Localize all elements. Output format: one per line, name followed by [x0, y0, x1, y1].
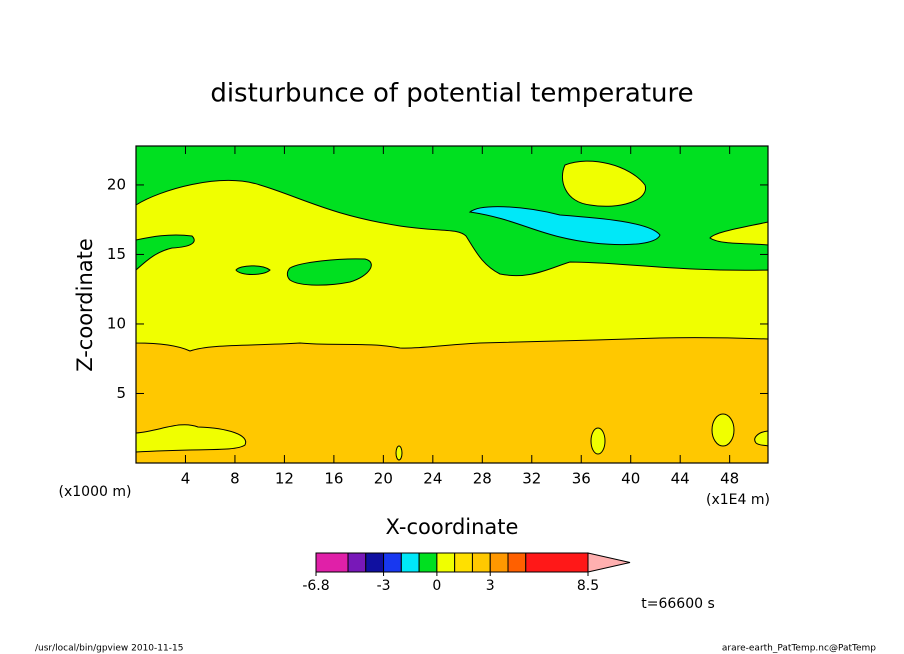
contour-region	[135, 424, 247, 453]
y-tick-label: 15	[107, 245, 126, 263]
x-axis-label: X-coordinate	[386, 515, 519, 539]
chart-title: disturbunce of potential temperature	[210, 79, 693, 109]
colorbar-segment	[489, 552, 509, 573]
contour-region	[395, 445, 403, 461]
colorbar-segment	[471, 552, 491, 573]
colorbar-tick-label: 8.5	[577, 578, 599, 594]
colorbar-segment	[507, 552, 527, 573]
colorbar-segment	[315, 552, 349, 573]
colorbar-segment	[400, 552, 420, 573]
colorbar-segment	[454, 552, 473, 573]
contour-region	[709, 221, 769, 246]
y-tick-label: 5	[116, 384, 126, 402]
plot-frame	[135, 145, 769, 464]
contour-region	[286, 258, 372, 286]
time-label: t=66600 s	[641, 596, 715, 612]
x-tick-label: 8	[230, 470, 240, 488]
x-tick-label: 32	[522, 470, 541, 488]
contour-region	[135, 234, 195, 272]
x-tick-label: 40	[621, 470, 640, 488]
colorbar-segment	[436, 552, 456, 573]
x-tick-label: 20	[374, 470, 393, 488]
contour-region	[711, 413, 735, 447]
x-tick-label: 12	[275, 470, 294, 488]
contour-region	[561, 160, 646, 207]
colorbar-segment	[525, 552, 589, 573]
colorbar-tick-label: -6.8	[302, 578, 329, 594]
footer-left: /usr/local/bin/gpview 2010-11-15	[35, 644, 183, 654]
x-tick-label: 16	[324, 470, 343, 488]
x-tick-label: 24	[423, 470, 442, 488]
x-tick-label: 48	[720, 470, 739, 488]
contour-region	[235, 265, 271, 275]
colorbar-segment	[383, 552, 402, 573]
x-unit-left: (x1000 m)	[59, 484, 132, 500]
colorbar-segment	[347, 552, 367, 573]
contour-region	[468, 206, 661, 246]
contour-region	[590, 427, 606, 455]
colorbar-tick-label: 0	[432, 578, 441, 594]
y-axis-label: Z-coordinate	[73, 238, 97, 372]
colorbar-segment	[365, 552, 385, 573]
x-unit-right: (x1E4 m)	[706, 492, 770, 508]
y-tick-label: 20	[107, 175, 126, 193]
colorbar-extend	[587, 552, 631, 573]
contour-field	[135, 145, 769, 464]
colorbar-tick-label: 3	[486, 578, 495, 594]
x-tick-label: 28	[473, 470, 492, 488]
contour-region	[754, 430, 769, 447]
colorbar-segment	[418, 552, 438, 573]
x-tick-label: 4	[181, 470, 191, 488]
x-tick-label: 44	[671, 470, 690, 488]
colorbar: -6.8 -3 0 3 8.5	[302, 552, 631, 594]
y-tick-label: 10	[107, 314, 126, 332]
footer-right: arare-earth_PatTemp.nc@PatTemp	[722, 644, 876, 654]
colorbar-tick-label: -3	[377, 578, 391, 594]
x-tick-label: 36	[572, 470, 591, 488]
